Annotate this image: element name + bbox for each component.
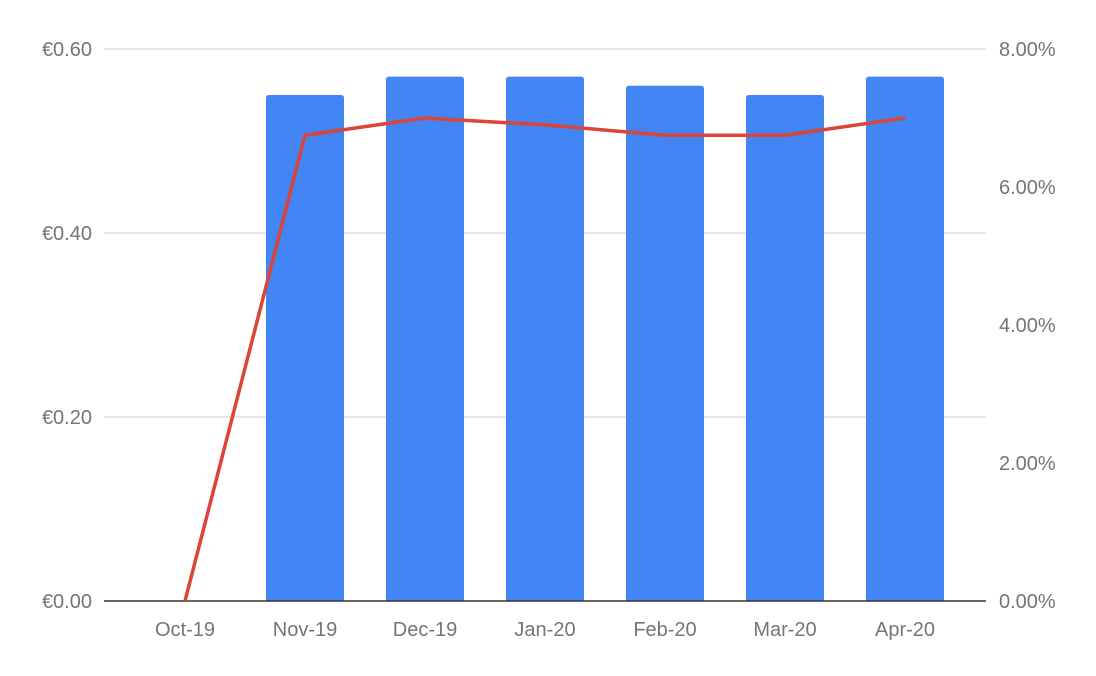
x-tick-label: Jan-20 <box>514 619 575 641</box>
bar-mar-20 <box>746 95 824 601</box>
bar-series <box>266 76 944 602</box>
left-tick-label: €0.40 <box>42 223 92 245</box>
bar-feb-20 <box>626 85 704 602</box>
x-tick-label: Feb-20 <box>633 619 696 641</box>
x-tick-label: Mar-20 <box>753 619 816 641</box>
right-tick-label: 4.00% <box>999 315 1056 337</box>
x-tick-label: Oct-19 <box>155 619 215 641</box>
line-path <box>183 116 906 602</box>
x-tick-label: Apr-20 <box>875 619 935 641</box>
line-series <box>183 116 906 602</box>
left-axis-ticks: €0.00 €0.20 €0.40 €0.60 <box>42 39 92 613</box>
left-tick-label: €0.00 <box>42 591 92 613</box>
right-axis-ticks: 0.00% 2.00% 4.00% 6.00% 8.00% <box>999 39 1056 613</box>
bar-apr-20 <box>866 76 944 602</box>
right-tick-label: 6.00% <box>999 177 1056 199</box>
left-tick-label: €0.60 <box>42 39 92 61</box>
bar-nov-19 <box>266 95 344 601</box>
right-tick-label: 0.00% <box>999 591 1056 613</box>
x-tick-label: Dec-19 <box>393 619 457 641</box>
right-tick-label: 2.00% <box>999 453 1056 475</box>
left-tick-label: €0.20 <box>42 407 92 429</box>
x-axis-ticks: Oct-19 Nov-19 Dec-19 Jan-20 Feb-20 Mar-20 Apr-… <box>155 619 935 641</box>
x-tick-label: Nov-19 <box>273 619 337 641</box>
bar-dec-19 <box>386 76 464 602</box>
bar-jan-20 <box>506 76 584 602</box>
right-tick-label: 8.00% <box>999 39 1056 61</box>
